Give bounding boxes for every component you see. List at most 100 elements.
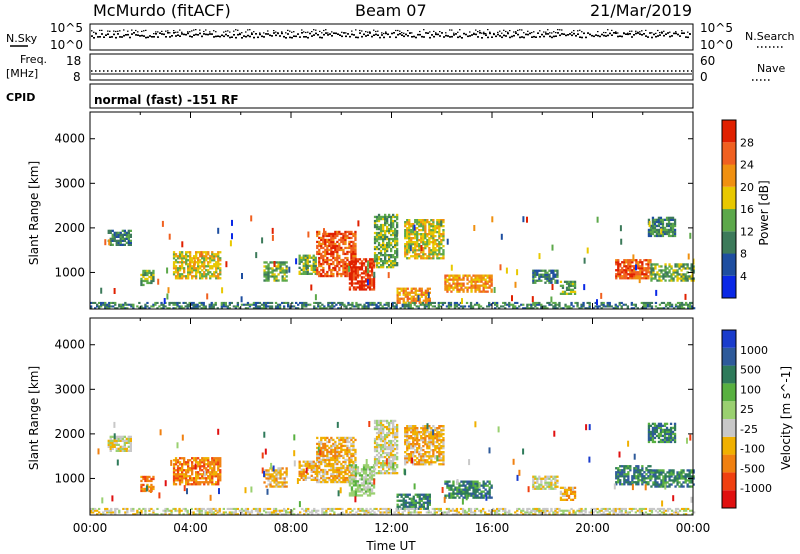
rti-cell bbox=[438, 243, 441, 246]
rti-cell bbox=[689, 232, 692, 239]
rti-cell bbox=[332, 480, 335, 484]
rti-cell bbox=[627, 277, 630, 280]
nsky-point bbox=[127, 33, 129, 36]
rti-cell bbox=[318, 478, 321, 482]
rti-cell bbox=[178, 305, 181, 308]
rti-cell bbox=[322, 260, 325, 264]
rti-cell bbox=[326, 436, 329, 440]
rti-cell bbox=[459, 305, 463, 308]
rti-cell bbox=[428, 445, 431, 448]
rti-cell bbox=[123, 233, 126, 236]
rti-cell bbox=[418, 439, 421, 442]
rti-cell bbox=[268, 301, 272, 304]
rti-cell bbox=[416, 429, 419, 432]
rti-cell bbox=[302, 478, 305, 481]
rti-cell bbox=[181, 469, 184, 472]
rti-cell bbox=[187, 465, 190, 468]
rti-cell bbox=[408, 245, 411, 248]
rti-cell bbox=[352, 452, 355, 456]
rti-cell bbox=[362, 478, 366, 481]
rti-cell bbox=[301, 305, 304, 308]
nsearch-point bbox=[91, 30, 93, 32]
rti-cell bbox=[316, 252, 319, 256]
rti-cell bbox=[408, 241, 411, 244]
rti-cell bbox=[637, 265, 640, 268]
rti-cell bbox=[207, 263, 210, 266]
rti-cell bbox=[187, 251, 190, 254]
rti-cell bbox=[340, 448, 343, 452]
rti-cell bbox=[326, 238, 329, 242]
rti-cell bbox=[279, 467, 282, 470]
rti-cell bbox=[412, 223, 415, 226]
rti-cell bbox=[442, 237, 445, 240]
rti-cell bbox=[651, 222, 655, 226]
rti-cell bbox=[610, 305, 613, 308]
rti-cell bbox=[645, 269, 648, 272]
nsearch-point bbox=[315, 29, 317, 31]
rti-cell bbox=[306, 264, 309, 267]
rti-cell bbox=[383, 303, 386, 306]
rti-cell bbox=[150, 477, 153, 481]
rti-cell bbox=[645, 275, 648, 278]
rti-cell bbox=[406, 441, 409, 444]
rti-cell bbox=[392, 425, 395, 429]
rti-cell bbox=[410, 427, 413, 430]
rti-cell bbox=[408, 293, 411, 296]
nsky-point bbox=[477, 36, 479, 38]
rti-cell bbox=[629, 273, 632, 276]
rti-cell bbox=[368, 470, 372, 473]
rti-cell bbox=[430, 459, 433, 462]
rti-cell bbox=[283, 301, 286, 304]
rti-cell bbox=[320, 264, 323, 268]
nsky-point bbox=[323, 33, 325, 36]
rti-cell bbox=[556, 307, 559, 310]
rti-cell bbox=[203, 271, 206, 274]
rti-cell bbox=[189, 267, 192, 270]
rti-cell bbox=[342, 470, 345, 474]
rti-cell bbox=[350, 468, 354, 471]
rti-cell bbox=[392, 433, 395, 437]
rti-cell bbox=[320, 242, 323, 246]
rti-cell bbox=[219, 457, 222, 460]
rti-cell bbox=[277, 477, 280, 480]
nsky-point bbox=[159, 32, 161, 34]
rti-cell bbox=[552, 305, 555, 308]
rti-cell bbox=[207, 471, 210, 474]
rti-cell bbox=[267, 475, 270, 478]
rti-cell bbox=[646, 303, 650, 306]
rti-cell bbox=[370, 476, 374, 479]
rti-cell bbox=[434, 235, 437, 238]
rti-cell bbox=[650, 279, 653, 282]
rti-cell bbox=[379, 225, 383, 229]
rti-cell bbox=[150, 281, 153, 285]
rti-cell bbox=[410, 453, 413, 456]
rti-cell bbox=[642, 307, 645, 310]
rti-cell bbox=[652, 267, 655, 270]
rti-cell bbox=[412, 443, 415, 446]
rti-cell bbox=[356, 258, 360, 261]
rti-cell bbox=[472, 280, 475, 283]
rti-cell bbox=[382, 217, 385, 221]
rti-cell bbox=[195, 275, 198, 278]
nsky-point bbox=[433, 35, 435, 38]
nsky-point bbox=[315, 32, 317, 35]
rti-cell bbox=[552, 273, 555, 276]
rti-cell bbox=[365, 305, 368, 308]
rti-cell bbox=[312, 460, 315, 463]
rti-cell bbox=[324, 238, 327, 242]
rti-cell bbox=[406, 251, 409, 254]
rti-cell bbox=[375, 425, 379, 429]
rti-cell bbox=[377, 231, 381, 235]
rti-cell bbox=[121, 239, 124, 242]
rti-cell bbox=[373, 421, 377, 425]
rti-cell bbox=[275, 269, 278, 272]
colorbar-tick-label: 4 bbox=[740, 270, 747, 283]
rti-cell bbox=[348, 450, 351, 454]
rti-cell bbox=[372, 264, 376, 267]
nsearch-point bbox=[507, 31, 509, 33]
rti-cell bbox=[316, 244, 319, 248]
nsearch-point bbox=[689, 33, 691, 35]
rti-cell bbox=[316, 268, 319, 272]
rti-cell bbox=[190, 307, 193, 310]
rti-cell bbox=[546, 301, 549, 304]
